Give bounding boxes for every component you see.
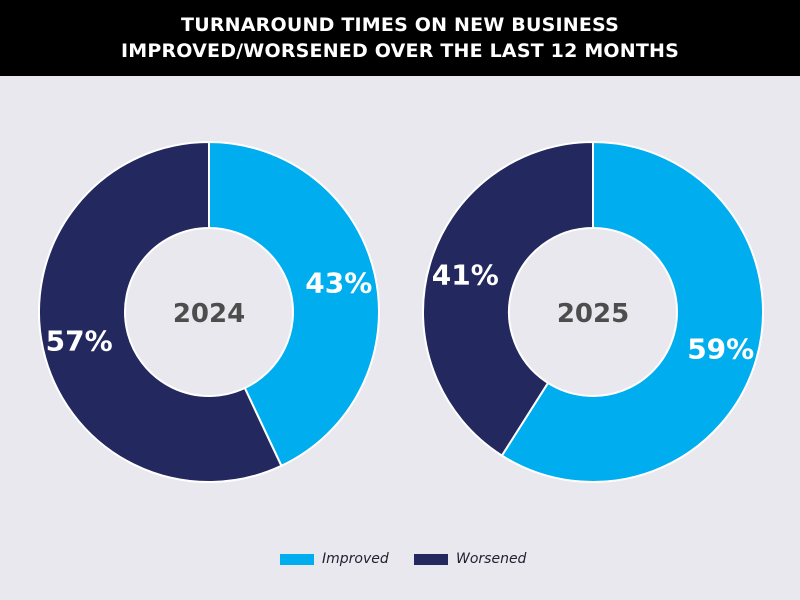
legend-item-improved: Improved — [280, 548, 389, 570]
legend: Improved Worsened — [0, 548, 800, 570]
slice-label-improved-2025: 59% — [687, 333, 754, 366]
slice-worsened-2025 — [421, 140, 594, 457]
legend-label-worsened: Worsened — [456, 551, 527, 567]
slice-label-worsened-2025: 41% — [432, 258, 499, 291]
legend-swatch-worsened — [414, 553, 448, 565]
slice-improved-2024 — [208, 140, 380, 468]
slice-label-improved-2024: 43% — [305, 266, 372, 299]
slice-improved-2025 — [500, 140, 764, 483]
center-label-2025: 2025 — [557, 299, 629, 329]
legend-label-improved: Improved — [322, 551, 389, 567]
donut-chart-2025: 59% 41% 2025 — [421, 140, 764, 483]
legend-item-worsened: Worsened — [414, 548, 526, 570]
donut-charts: 43% 57% 2024 59% 41% 2025 — [38, 140, 764, 483]
slice-worsened-2024 — [38, 140, 283, 483]
slice-label-worsened-2024: 57% — [46, 325, 113, 358]
chart-title-line-2: IMPROVED/WORSENED OVER THE LAST 12 MONTH… — [120, 40, 680, 62]
donut-chart-2024: 43% 57% 2024 — [38, 140, 380, 483]
center-label-2024: 2024 — [173, 299, 245, 329]
chart-title-line-1: TURNAROUND TIMES ON NEW BUSINESS — [181, 14, 619, 36]
chart-title-banner: TURNAROUND TIMES ON NEW BUSINESS IMPROVE… — [0, 0, 800, 76]
legend-swatch-improved — [280, 553, 314, 565]
